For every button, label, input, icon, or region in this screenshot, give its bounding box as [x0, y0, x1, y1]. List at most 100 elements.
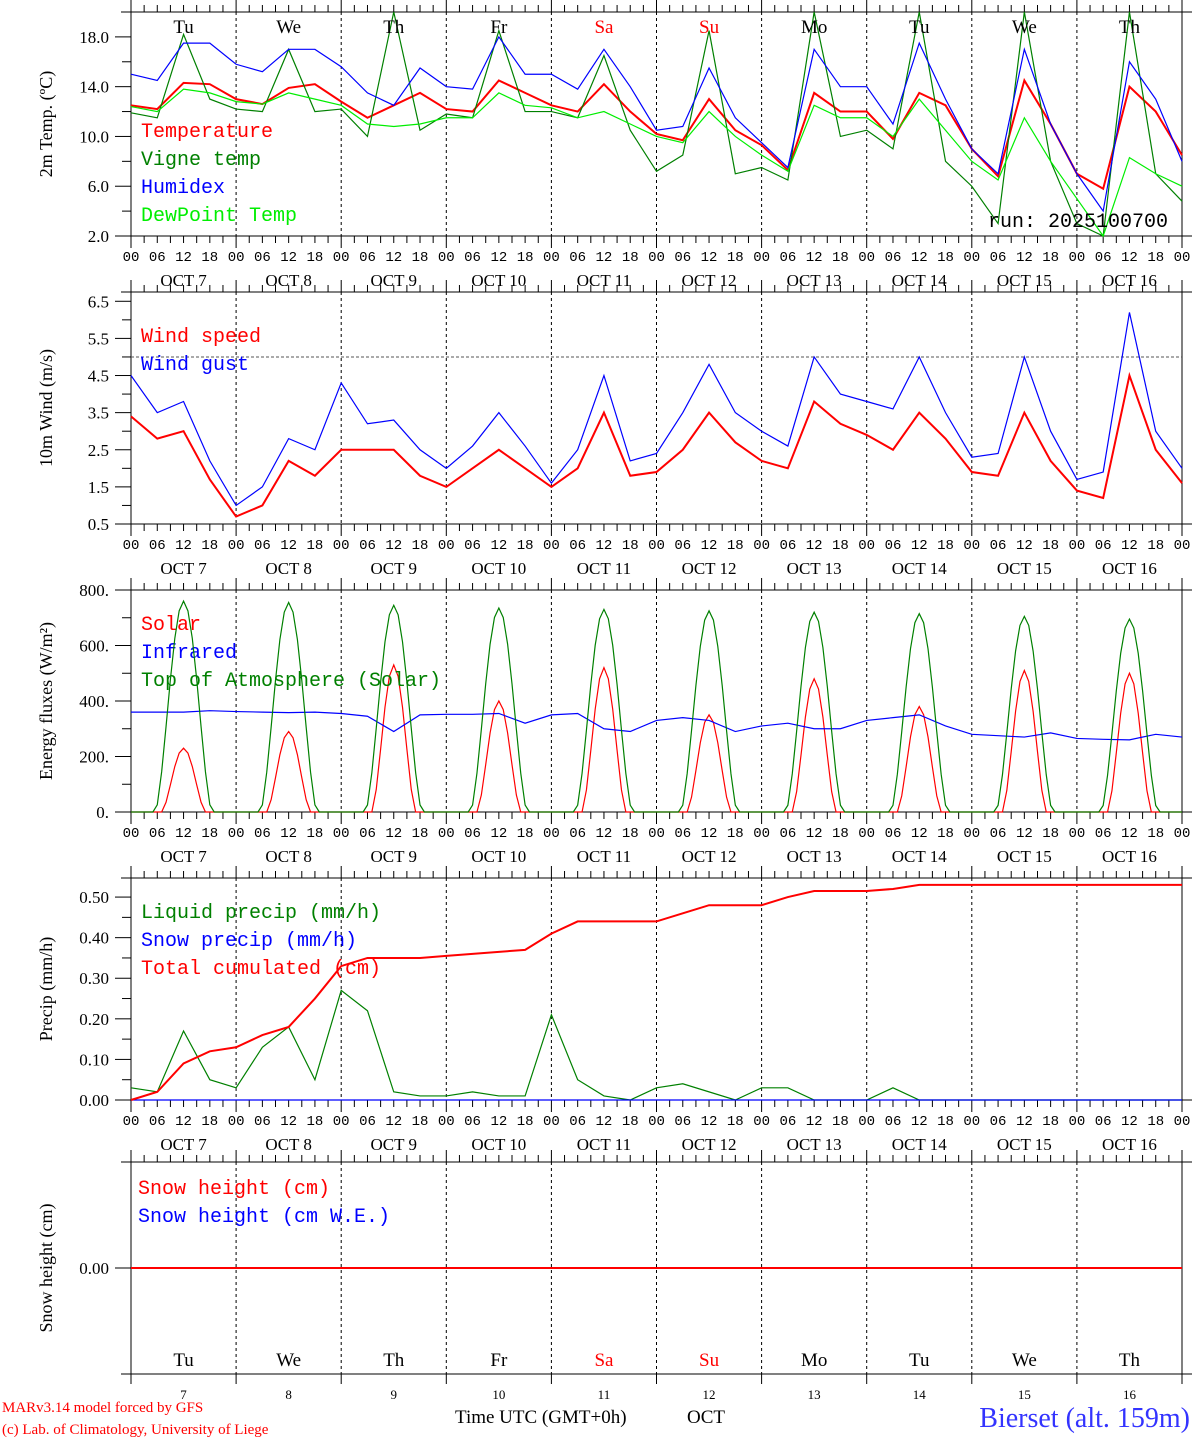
- hour-tick-label: 06: [149, 1114, 166, 1130]
- hour-tick-label: 12: [911, 826, 928, 842]
- legend-snow-height-cm-w-e-: Snow height (cm W.E.): [138, 1206, 390, 1229]
- hour-tick-label: 12: [490, 538, 507, 554]
- hour-tick-label: 12: [596, 1114, 613, 1130]
- hour-tick-label: 12: [1016, 250, 1033, 266]
- hour-tick-label: 12: [701, 1114, 718, 1130]
- hour-tick-label: 06: [779, 826, 796, 842]
- date-label: OCT 13: [787, 1135, 842, 1154]
- hour-tick-label: 00: [1068, 826, 1085, 842]
- hour-tick-label: 12: [1121, 1114, 1138, 1130]
- day-number: 13: [808, 1387, 821, 1402]
- hour-tick-label: 06: [674, 250, 691, 266]
- hour-tick-label: 18: [622, 826, 639, 842]
- hour-tick-label: 18: [307, 826, 324, 842]
- legend-dewpoint-temp: DewPoint Temp: [141, 205, 297, 228]
- hour-tick-label: 12: [175, 538, 192, 554]
- y-tick-label: 6.0: [88, 177, 109, 196]
- day-name-top: Su: [699, 17, 720, 38]
- hour-tick-label: 00: [1174, 1114, 1191, 1130]
- hour-tick-label: 06: [254, 538, 271, 554]
- hour-tick-label: 18: [622, 250, 639, 266]
- panel-energy: 800. 600. 400. 200. 0. Energy fluxes (W/m²) 00…: [36, 578, 1192, 866]
- hour-tick-label: 06: [674, 826, 691, 842]
- hour-tick-label: 00: [1174, 826, 1191, 842]
- y-tick-label: 2.0: [88, 227, 109, 246]
- y-tick-label: 0.: [96, 803, 109, 822]
- y-tick-label: 2.5: [88, 441, 109, 460]
- hour-tick-label: 06: [149, 250, 166, 266]
- hour-tick-label: 06: [990, 538, 1007, 554]
- date-label: OCT 9: [371, 271, 417, 290]
- hour-tick-label: 18: [517, 826, 534, 842]
- hour-tick-label: 00: [123, 1114, 140, 1130]
- hour-tick-label: 12: [806, 538, 823, 554]
- hour-tick-label: 00: [333, 538, 350, 554]
- hour-tick-label: 18: [937, 538, 954, 554]
- hour-tick-label: 06: [990, 826, 1007, 842]
- hour-tick-label: 06: [674, 1114, 691, 1130]
- hour-tick-label: 12: [280, 538, 297, 554]
- date-label: OCT 13: [787, 847, 842, 866]
- date-label: OCT 10: [471, 271, 526, 290]
- hour-tick-label: 06: [464, 826, 481, 842]
- hour-tick-label: 06: [674, 538, 691, 554]
- hour-tick-label: 12: [1121, 826, 1138, 842]
- hour-tick-label: 18: [1042, 250, 1059, 266]
- date-label: OCT 13: [787, 271, 842, 290]
- date-label: OCT 9: [371, 559, 417, 578]
- day-name-top: Tu: [909, 17, 930, 38]
- hour-tick-label: 18: [517, 1114, 534, 1130]
- hour-tick-label: 12: [701, 250, 718, 266]
- date-label: OCT 16: [1102, 559, 1157, 578]
- y-tick-label: 0.20: [79, 1010, 109, 1029]
- hour-tick-label: 18: [1042, 826, 1059, 842]
- hour-tick-label: 00: [858, 250, 875, 266]
- hour-tick-label: 00: [858, 538, 875, 554]
- footer-credit-model: MARv3.14 model forced by GFS: [2, 1400, 203, 1416]
- hour-tick-label: 18: [727, 826, 744, 842]
- day-number: 14: [913, 1387, 927, 1402]
- hour-tick-label: 18: [832, 538, 849, 554]
- day-name-bottom: Tu: [909, 1350, 930, 1371]
- y-tick-label: 10.0: [79, 127, 109, 146]
- y-tick-label: 0.50: [79, 888, 109, 907]
- hour-tick-label: 00: [333, 1114, 350, 1130]
- hour-tick-label: 18: [832, 1114, 849, 1130]
- legend-solar: Solar: [141, 614, 201, 637]
- hour-tick-label: 18: [832, 250, 849, 266]
- hour-tick-label: 18: [307, 1114, 324, 1130]
- panel-wind: 6.5 5.5 4.5 3.5 2.5 1.5 0.5 10m Wind (m/s) 00 06 1…: [36, 280, 1192, 578]
- hour-tick-label: 18: [937, 826, 954, 842]
- hour-tick-label: 00: [333, 250, 350, 266]
- hour-tick-label: 06: [464, 250, 481, 266]
- hour-tick-label: 12: [490, 250, 507, 266]
- day-name-bottom: Su: [699, 1350, 720, 1371]
- hour-tick-label: 00: [543, 538, 560, 554]
- hour-tick-label: 00: [123, 826, 140, 842]
- hour-tick-label: 00: [228, 826, 245, 842]
- day-number: 9: [391, 1387, 398, 1402]
- date-label: OCT 10: [471, 559, 526, 578]
- legend-snow-height-cm-: Snow height (cm): [138, 1178, 330, 1201]
- series-line-wind-speed: [130, 371, 1183, 518]
- date-label: OCT 8: [265, 1135, 311, 1154]
- hour-tick-label: 00: [753, 538, 770, 554]
- hour-tick-label: 00: [438, 1114, 455, 1130]
- date-label: OCT 12: [682, 1135, 737, 1154]
- hour-tick-label: 00: [963, 250, 980, 266]
- hour-tick-label: 06: [885, 538, 902, 554]
- run-label: run: 2025100700: [988, 211, 1168, 234]
- day-number: 15: [1018, 1387, 1031, 1402]
- hour-tick-label: 18: [201, 1114, 218, 1130]
- hour-tick-label: 12: [596, 250, 613, 266]
- hour-tick-label: 12: [175, 826, 192, 842]
- series-line-temperature: [130, 77, 1183, 191]
- x-axis-month: OCT: [687, 1407, 725, 1428]
- day-name-top: Sa: [594, 17, 614, 38]
- hour-tick-label: 12: [385, 538, 402, 554]
- hour-tick-label: 00: [963, 1114, 980, 1130]
- hour-tick-label: 12: [701, 538, 718, 554]
- date-label: OCT 15: [997, 1135, 1052, 1154]
- y-tick-label: 3.5: [88, 404, 109, 423]
- legend-infrared: Infrared: [141, 642, 237, 665]
